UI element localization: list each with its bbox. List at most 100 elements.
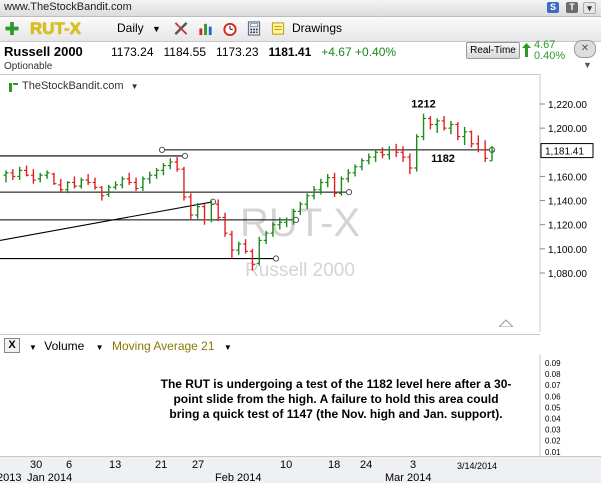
volume-tick-label: 0.09 — [545, 359, 561, 368]
ohlc-bar — [482, 140, 488, 162]
chart-menu-icon[interactable] — [9, 83, 18, 92]
window-title-bar: www.TheStockBandit.com S T ▾ — [0, 0, 601, 17]
moving-average-select[interactable]: Moving Average 21 ▼ — [112, 339, 232, 353]
ohlc-bar — [236, 241, 242, 255]
line-handle[interactable] — [272, 255, 280, 262]
volume-label: Volume — [44, 339, 85, 353]
ohlc-bar — [113, 181, 119, 190]
period-label: Daily — [117, 21, 144, 35]
ohlc-bar — [475, 135, 481, 153]
realtime-button[interactable]: Real-Time — [466, 42, 520, 59]
last-price-box — [540, 143, 594, 159]
date-axis: 2013 30 Jan 2014 6 13 21 27 Feb 2014 10 18 24 Mar 2… — [0, 456, 601, 484]
y-tick-label: 1,140.00 — [548, 197, 587, 208]
indicator-bar: X ▼ Volume ▼ Moving Average 21 ▼ — [0, 334, 540, 355]
trend-line[interactable] — [0, 201, 214, 241]
last-price-label: 1,181.41 — [545, 147, 584, 158]
date-label: 27 — [192, 459, 205, 471]
ohlc-bar — [85, 174, 91, 185]
ohlc-bar — [379, 147, 385, 159]
quote-menu-icon[interactable]: ▼ — [583, 60, 592, 70]
ohlc-bar — [195, 202, 201, 219]
ohlc-bar — [434, 118, 440, 133]
ohlc-bar — [304, 193, 310, 210]
close-icon[interactable]: X — [4, 338, 20, 353]
date-label: Feb 2014 — [215, 472, 262, 484]
line-handle[interactable] — [158, 146, 166, 153]
ohlc-bar — [366, 153, 372, 165]
ohlc-bar — [386, 146, 392, 160]
ohlc-bar — [468, 130, 474, 148]
ohlc-bar — [359, 158, 365, 171]
drawings-button[interactable]: Drawings — [292, 21, 343, 35]
alarm-clock-icon[interactable] — [222, 21, 238, 36]
period-select[interactable]: Daily ▼ — [117, 21, 161, 35]
ohlc-bar — [393, 143, 399, 158]
chevron-down-icon: ▼ — [223, 343, 232, 352]
optionable-label: Optionable — [4, 61, 53, 72]
share-icon[interactable]: S — [547, 2, 559, 13]
date-label: 6 — [66, 459, 73, 471]
ohlc-bar — [318, 178, 324, 195]
date-label: 3 — [410, 459, 417, 471]
ohlc-bar — [92, 177, 98, 190]
ohlc-bar — [325, 174, 331, 188]
price-chart: RUT-X Russell 2000 1,220.001,200.001,180… — [0, 74, 594, 332]
ohlc-bar — [202, 204, 208, 225]
up-arrow-icon — [522, 43, 531, 57]
volume-tick-label: 0.03 — [545, 426, 561, 435]
volume-tick-label: 0.05 — [545, 403, 561, 412]
line-handle[interactable] — [181, 152, 189, 160]
ohlc-bar — [421, 113, 427, 141]
twitter-icon[interactable]: T — [566, 2, 578, 13]
chevron-down-icon: ▼ — [29, 343, 37, 352]
y-tick-label: 1,200.00 — [548, 124, 587, 135]
calculator-icon[interactable] — [246, 21, 262, 36]
price-chart-panel: TheStockBandit.com ▼ — [0, 74, 540, 332]
ohlc-bar — [37, 172, 43, 183]
window-title: www.TheStockBandit.com — [4, 1, 132, 13]
y-tick-label: 1,080.00 — [548, 269, 587, 280]
symbol-field[interactable]: RUT-X — [30, 19, 81, 38]
change-pct-value: +0.40% — [355, 45, 397, 59]
ohlc-bar — [373, 149, 379, 162]
bar-chart-icon[interactable] — [198, 21, 214, 36]
date-label: 30 — [30, 459, 43, 471]
ohlc-bar — [181, 166, 187, 201]
ohlc-bar — [3, 170, 9, 183]
ohlc-bar — [256, 236, 262, 266]
ohlc-bar — [44, 170, 50, 179]
tools-icon[interactable] — [173, 21, 189, 36]
volume-tick-label: 0.01 — [545, 448, 561, 456]
volume-select[interactable]: ▼ Volume ▼ — [29, 339, 104, 353]
ohlc-bar — [30, 169, 36, 184]
ohlc-values: 1173.24 1184.55 1173.23 1181.41 +4.67 +0… — [111, 45, 396, 59]
ohlc-bar — [284, 217, 290, 228]
panel-resize-handle[interactable] — [499, 319, 513, 327]
ohlc-bar — [332, 172, 338, 197]
commentary-text: The RUT is undergoing a test of the 1182… — [160, 377, 512, 421]
chevron-down-icon: ▼ — [152, 24, 161, 34]
watermark-name: Russell 2000 — [245, 260, 355, 281]
date-label: 18 — [328, 459, 341, 471]
chart-menu[interactable]: TheStockBandit.com ▼ — [22, 80, 138, 92]
notes-icon[interactable] — [270, 21, 286, 36]
date-label: 2013 — [0, 472, 22, 484]
volume-tick-label: 0.07 — [545, 381, 561, 390]
ohlc-bar — [147, 171, 153, 184]
y-tick-label: 1,220.00 — [548, 100, 587, 111]
quote-bar: Russell 2000 1173.24 1184.55 1173.23 118… — [0, 39, 601, 74]
add-icon[interactable] — [4, 21, 20, 36]
ohlc-bar — [17, 166, 23, 181]
ohlc-bar — [455, 122, 461, 141]
chevron-down-icon: ▼ — [130, 82, 139, 91]
ohlc-bar — [78, 177, 84, 189]
ohlc-bar — [249, 248, 255, 271]
minimize-icon[interactable]: ▾ — [583, 2, 596, 14]
y-tick-label: 1,100.00 — [548, 245, 587, 256]
ohlc-bar — [414, 134, 420, 172]
ohlc-bar — [263, 230, 269, 245]
line-handle[interactable] — [345, 189, 353, 196]
realtime-toggle-icon[interactable]: ✕ — [574, 40, 596, 58]
volume-tick-label: 0.06 — [545, 392, 561, 401]
